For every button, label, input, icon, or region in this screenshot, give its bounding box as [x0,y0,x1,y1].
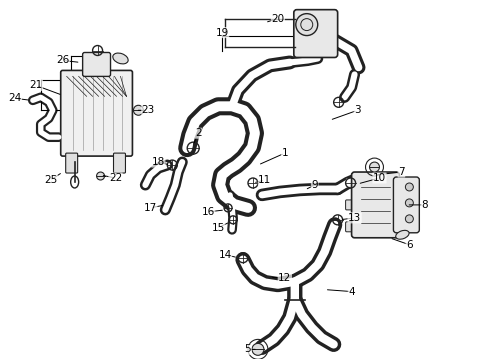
Text: 3: 3 [354,105,361,115]
Text: 9: 9 [312,180,318,190]
FancyBboxPatch shape [393,177,419,233]
Ellipse shape [113,53,128,64]
Circle shape [296,14,318,36]
Text: 16: 16 [201,207,215,217]
Text: 13: 13 [348,213,361,223]
Circle shape [405,199,414,207]
Text: 2: 2 [195,128,201,138]
FancyBboxPatch shape [352,172,399,238]
Text: 25: 25 [44,175,57,185]
Text: 4: 4 [348,287,355,297]
FancyBboxPatch shape [345,200,356,210]
FancyBboxPatch shape [345,178,356,188]
Circle shape [252,343,264,355]
Text: 18: 18 [152,157,165,167]
FancyBboxPatch shape [114,153,125,173]
Circle shape [405,183,414,191]
Text: 7: 7 [398,167,405,177]
Text: 22: 22 [109,173,122,183]
Text: 8: 8 [421,200,428,210]
Text: 10: 10 [373,173,386,183]
Text: 19: 19 [216,28,229,37]
FancyBboxPatch shape [66,153,77,173]
Text: 26: 26 [56,55,69,66]
Text: 15: 15 [212,223,225,233]
FancyBboxPatch shape [61,71,132,156]
Text: 20: 20 [271,14,284,24]
Text: 5: 5 [245,345,251,354]
FancyBboxPatch shape [294,10,338,58]
FancyBboxPatch shape [83,53,111,76]
FancyBboxPatch shape [345,222,356,232]
Text: 17: 17 [144,203,157,213]
Text: 14: 14 [219,250,232,260]
Text: 12: 12 [278,273,292,283]
Text: 23: 23 [142,105,155,115]
Text: 11: 11 [258,175,271,185]
Text: 6: 6 [406,240,413,250]
Text: 1: 1 [282,148,288,158]
Circle shape [133,105,144,115]
Circle shape [369,162,379,172]
Circle shape [97,172,104,180]
Text: 24: 24 [8,93,22,103]
Ellipse shape [396,230,409,239]
Text: 21: 21 [29,80,43,90]
Circle shape [405,215,414,223]
